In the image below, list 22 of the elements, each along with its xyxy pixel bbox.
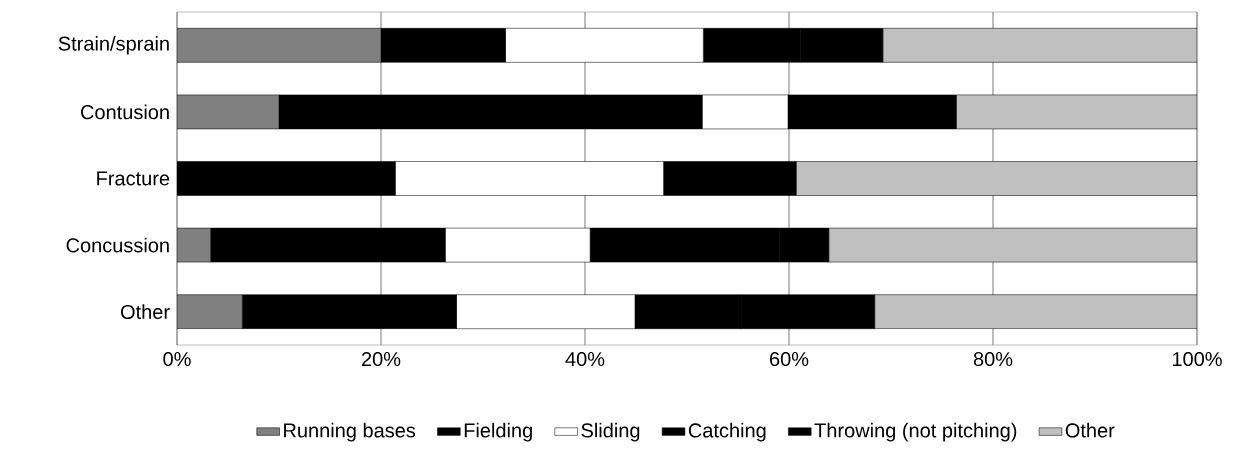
x-tick-label: 0% xyxy=(163,351,191,367)
y-tick-label: Other xyxy=(120,304,170,320)
y-tick-label: Fracture xyxy=(97,171,170,186)
legend-label: Other xyxy=(1065,422,1115,438)
y-tick-label: Strain/sprain xyxy=(58,35,169,55)
x-tick-label: 80% xyxy=(973,351,1013,367)
bar xyxy=(828,227,1197,263)
legend-label: Sliding xyxy=(581,422,640,442)
x-tick-label: 20% xyxy=(361,351,401,367)
legend-label: Catching xyxy=(688,422,766,442)
legend-label: Running bases xyxy=(284,422,416,442)
legend-label: Throwing (not pitching) xyxy=(814,422,1017,442)
y-tick-label: Concussion xyxy=(66,237,169,253)
y-tick-label: Contusion xyxy=(81,104,169,120)
x-tick-label: 60% xyxy=(770,351,809,367)
bar xyxy=(882,28,1197,63)
bar xyxy=(874,294,1197,329)
bar xyxy=(795,161,1197,196)
bar xyxy=(956,94,1197,130)
x-tick-label: 40% xyxy=(565,351,605,367)
x-tick-label: 100% xyxy=(1172,351,1222,367)
legend-label: Fielding xyxy=(464,422,532,442)
